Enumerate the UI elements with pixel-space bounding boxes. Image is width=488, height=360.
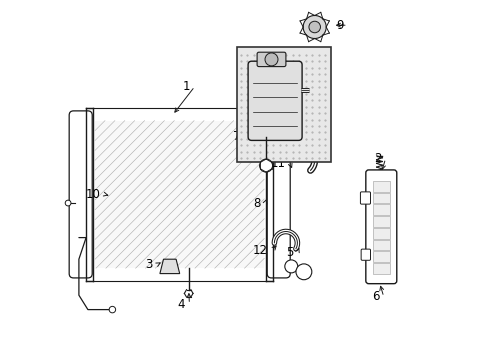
FancyBboxPatch shape <box>257 52 285 67</box>
FancyBboxPatch shape <box>247 61 302 140</box>
Circle shape <box>284 260 297 273</box>
FancyBboxPatch shape <box>266 111 289 278</box>
FancyBboxPatch shape <box>361 249 370 260</box>
Text: 5: 5 <box>285 246 292 258</box>
Text: 3: 3 <box>145 258 152 271</box>
Circle shape <box>109 306 115 313</box>
Circle shape <box>259 159 272 172</box>
Bar <box>372 204 389 215</box>
Circle shape <box>65 200 71 206</box>
Text: 6: 6 <box>371 291 379 303</box>
Circle shape <box>295 264 311 280</box>
Text: 1: 1 <box>183 80 190 93</box>
Circle shape <box>303 15 325 39</box>
Bar <box>237 47 330 162</box>
Text: 2: 2 <box>373 152 381 165</box>
Bar <box>237 47 330 162</box>
Polygon shape <box>160 259 179 274</box>
Circle shape <box>308 21 320 33</box>
Bar <box>95 121 264 268</box>
Bar <box>372 263 389 274</box>
Text: 7: 7 <box>233 130 241 143</box>
Bar <box>372 181 389 192</box>
Text: 11: 11 <box>270 157 285 170</box>
FancyBboxPatch shape <box>360 192 370 204</box>
Text: 4: 4 <box>177 298 185 311</box>
Bar <box>372 251 389 262</box>
Bar <box>372 228 389 238</box>
Bar <box>372 216 389 227</box>
Text: 12: 12 <box>252 244 267 257</box>
Circle shape <box>264 53 277 66</box>
Bar <box>372 193 389 203</box>
Text: 9: 9 <box>335 19 343 32</box>
Text: 8: 8 <box>253 197 260 210</box>
Circle shape <box>276 143 291 159</box>
Bar <box>372 240 389 250</box>
Text: 10: 10 <box>85 188 101 201</box>
FancyBboxPatch shape <box>365 170 396 284</box>
FancyBboxPatch shape <box>69 111 92 278</box>
